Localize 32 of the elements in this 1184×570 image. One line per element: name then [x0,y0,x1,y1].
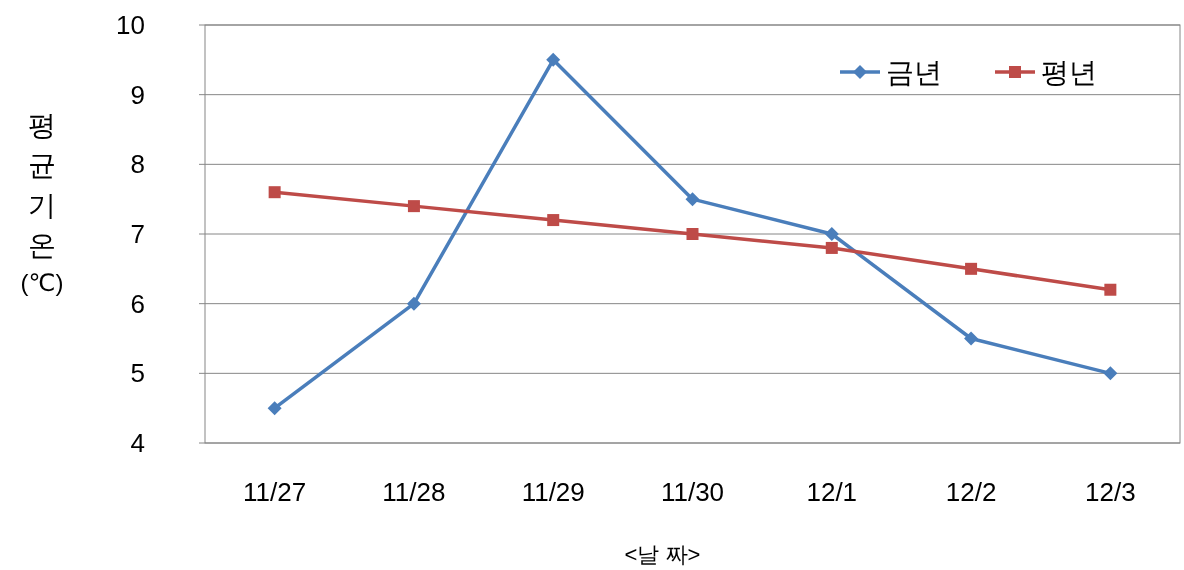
x-tick-label: 12/1 [806,477,858,507]
point [686,228,699,240]
x-tick-label: 11/29 [521,477,585,507]
point [824,227,839,241]
legend-label: 금년 [886,57,942,88]
point [547,214,560,227]
point [685,192,700,207]
x-tick-label: 12/3 [1085,477,1136,507]
point [1104,283,1117,296]
point [267,401,282,416]
point [406,296,421,311]
point [1103,366,1118,381]
x-tick-label: 11/28 [382,477,446,507]
point [268,186,281,199]
x-tick-label: 11/27 [243,477,307,507]
point [964,331,979,346]
y-axis-title: 평균기온 (℃) [20,110,64,296]
point [546,52,561,67]
y-tick-label: 6 [130,288,145,319]
y-tick-label: 4 [130,428,145,458]
point [965,262,978,275]
x-axis-title: <날 짜> [624,542,701,567]
point [825,241,838,254]
x-tick-label: 11/30 [660,477,725,507]
y-tick-label: 5 [130,358,145,389]
y-tick-label: 10 [116,10,145,40]
point [407,200,420,213]
y-tick-label: 8 [130,149,145,180]
y-tick-label: 9 [130,79,145,110]
y-tick-label: 7 [130,219,145,249]
x-tick-label: 12/2 [945,477,997,507]
legend-label: 평년 [1041,57,1097,88]
